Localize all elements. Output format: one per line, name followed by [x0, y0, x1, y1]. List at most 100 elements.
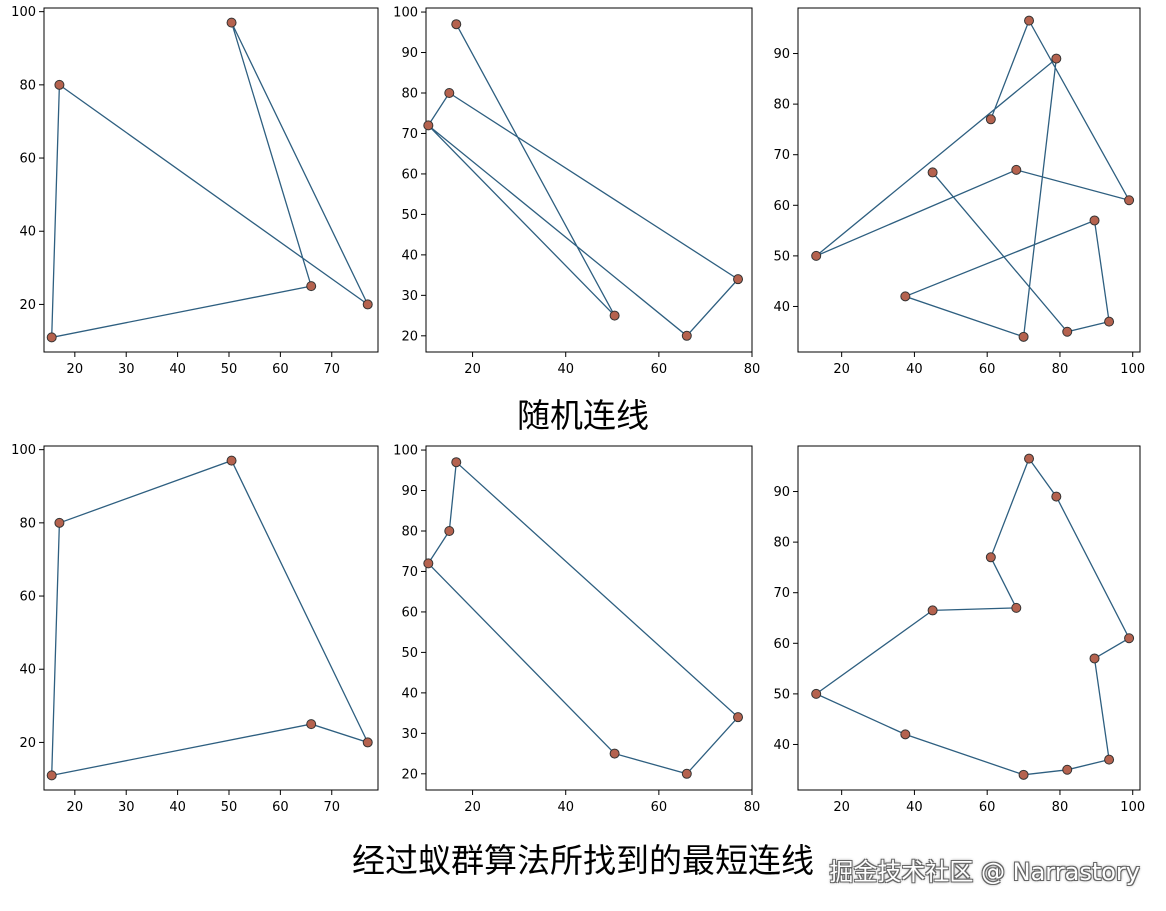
x-tick-label: 60: [651, 800, 668, 815]
city-point: [1051, 491, 1062, 502]
x-tick-label: 80: [1052, 362, 1069, 377]
axes-frame: [425, 7, 753, 353]
city-point: [609, 748, 620, 759]
y-tick-label: 80: [401, 524, 418, 539]
route-line: [815, 19, 1131, 338]
y-tick-label: 20: [401, 329, 418, 344]
x-tick-label: 40: [557, 800, 574, 815]
y-tick-label: 20: [401, 767, 418, 782]
city-point: [1062, 764, 1073, 775]
city-point: [1051, 53, 1062, 64]
y-tick-label: 60: [19, 590, 36, 605]
axes-frame: [797, 445, 1141, 791]
y-tick-label: 40: [401, 248, 418, 263]
y-tick-label: 50: [773, 249, 790, 264]
city-point: [306, 719, 317, 730]
y-tick-label: 90: [401, 46, 418, 61]
city-point: [54, 79, 65, 90]
y-tick-label: 20: [19, 298, 36, 313]
y-tick-label: 100: [393, 444, 418, 459]
x-tick-label: 20: [833, 362, 850, 377]
city-point: [362, 299, 373, 310]
city-point: [444, 525, 455, 536]
city-point: [927, 605, 938, 616]
y-tick-label: 60: [773, 199, 790, 214]
y-tick-label: 90: [773, 47, 790, 62]
city-point: [1024, 453, 1035, 464]
city-point: [1018, 331, 1029, 342]
city-point: [1124, 633, 1135, 644]
city-point: [681, 768, 692, 779]
y-tick-label: 90: [773, 485, 790, 500]
subplot-2-random: 20 40 60 80 20 30 40 50 60 70 80 90 100: [393, 6, 760, 377]
city-point: [226, 17, 237, 28]
x-tick-label: 70: [323, 362, 340, 377]
city-point: [900, 729, 911, 740]
y-tick-label: 40: [773, 300, 790, 315]
x-tick-label: 60: [272, 362, 289, 377]
city-point: [1089, 653, 1100, 664]
x-tick-label: 40: [169, 800, 186, 815]
y-tick-label: 30: [401, 289, 418, 304]
x-tick-label: 30: [118, 800, 135, 815]
city-point: [1089, 215, 1100, 226]
city-point: [46, 770, 57, 781]
x-tick-label: 80: [744, 362, 761, 377]
y-tick-label: 40: [19, 663, 36, 678]
y-tick-label: 60: [19, 152, 36, 167]
route-line: [51, 22, 369, 339]
watermark: 掘金技术社区 @ Narrastory: [829, 858, 1140, 886]
city-point: [681, 330, 692, 341]
city-point: [985, 552, 996, 563]
city-point: [733, 712, 744, 723]
city-point: [451, 19, 462, 30]
x-tick-label: 20: [464, 362, 481, 377]
x-tick-label: 20: [464, 800, 481, 815]
x-tick-label: 60: [979, 362, 996, 377]
x-tick-label: 40: [557, 362, 574, 377]
x-tick-label: 40: [906, 800, 923, 815]
y-tick-label: 60: [401, 605, 418, 620]
y-tick-label: 80: [19, 78, 36, 93]
subplot-3-random: 20 40 60 80 100 40 50 60 70 80 90: [773, 7, 1145, 377]
y-tick-label: 100: [393, 6, 418, 21]
city-point: [811, 250, 822, 261]
y-tick-label: 30: [401, 727, 418, 742]
subplot-6-shortest: 20 40 60 80 100 40 50 60 70 80 90: [773, 445, 1145, 815]
y-tick-label: 50: [773, 687, 790, 702]
city-point: [444, 87, 455, 98]
x-tick-label: 40: [906, 362, 923, 377]
city-point: [362, 737, 373, 748]
x-tick-label: 80: [744, 800, 761, 815]
city-point: [423, 120, 434, 131]
y-tick-label: 80: [773, 536, 790, 551]
caption-shortest: 经过蚁群算法所找到的最短连线: [352, 841, 814, 880]
y-tick-label: 40: [773, 738, 790, 753]
x-tick-label: 50: [221, 362, 238, 377]
city-point: [226, 455, 237, 466]
x-tick-label: 60: [651, 362, 668, 377]
y-tick-label: 50: [401, 646, 418, 661]
city-point: [46, 332, 57, 343]
city-point: [985, 114, 996, 125]
city-point: [306, 281, 317, 292]
city-point: [811, 688, 822, 699]
subplots-grid: 20 30 40 50 60 70 20 40 60 80 100 20 40 60 80 20 30 40 50 6…: [11, 5, 1145, 815]
city-point: [1024, 15, 1035, 26]
y-tick-label: 60: [773, 637, 790, 652]
city-point: [1104, 754, 1115, 765]
x-tick-label: 50: [221, 800, 238, 815]
city-point: [900, 291, 911, 302]
y-tick-label: 70: [773, 148, 790, 163]
x-tick-label: 70: [323, 800, 340, 815]
city-point: [609, 310, 620, 321]
y-tick-label: 80: [773, 98, 790, 113]
y-tick-label: 80: [401, 86, 418, 101]
x-tick-label: 60: [272, 800, 289, 815]
y-tick-label: 70: [773, 586, 790, 601]
x-tick-label: 20: [67, 362, 84, 377]
x-tick-label: 20: [833, 800, 850, 815]
x-tick-label: 100: [1120, 800, 1145, 815]
city-point: [451, 457, 462, 468]
